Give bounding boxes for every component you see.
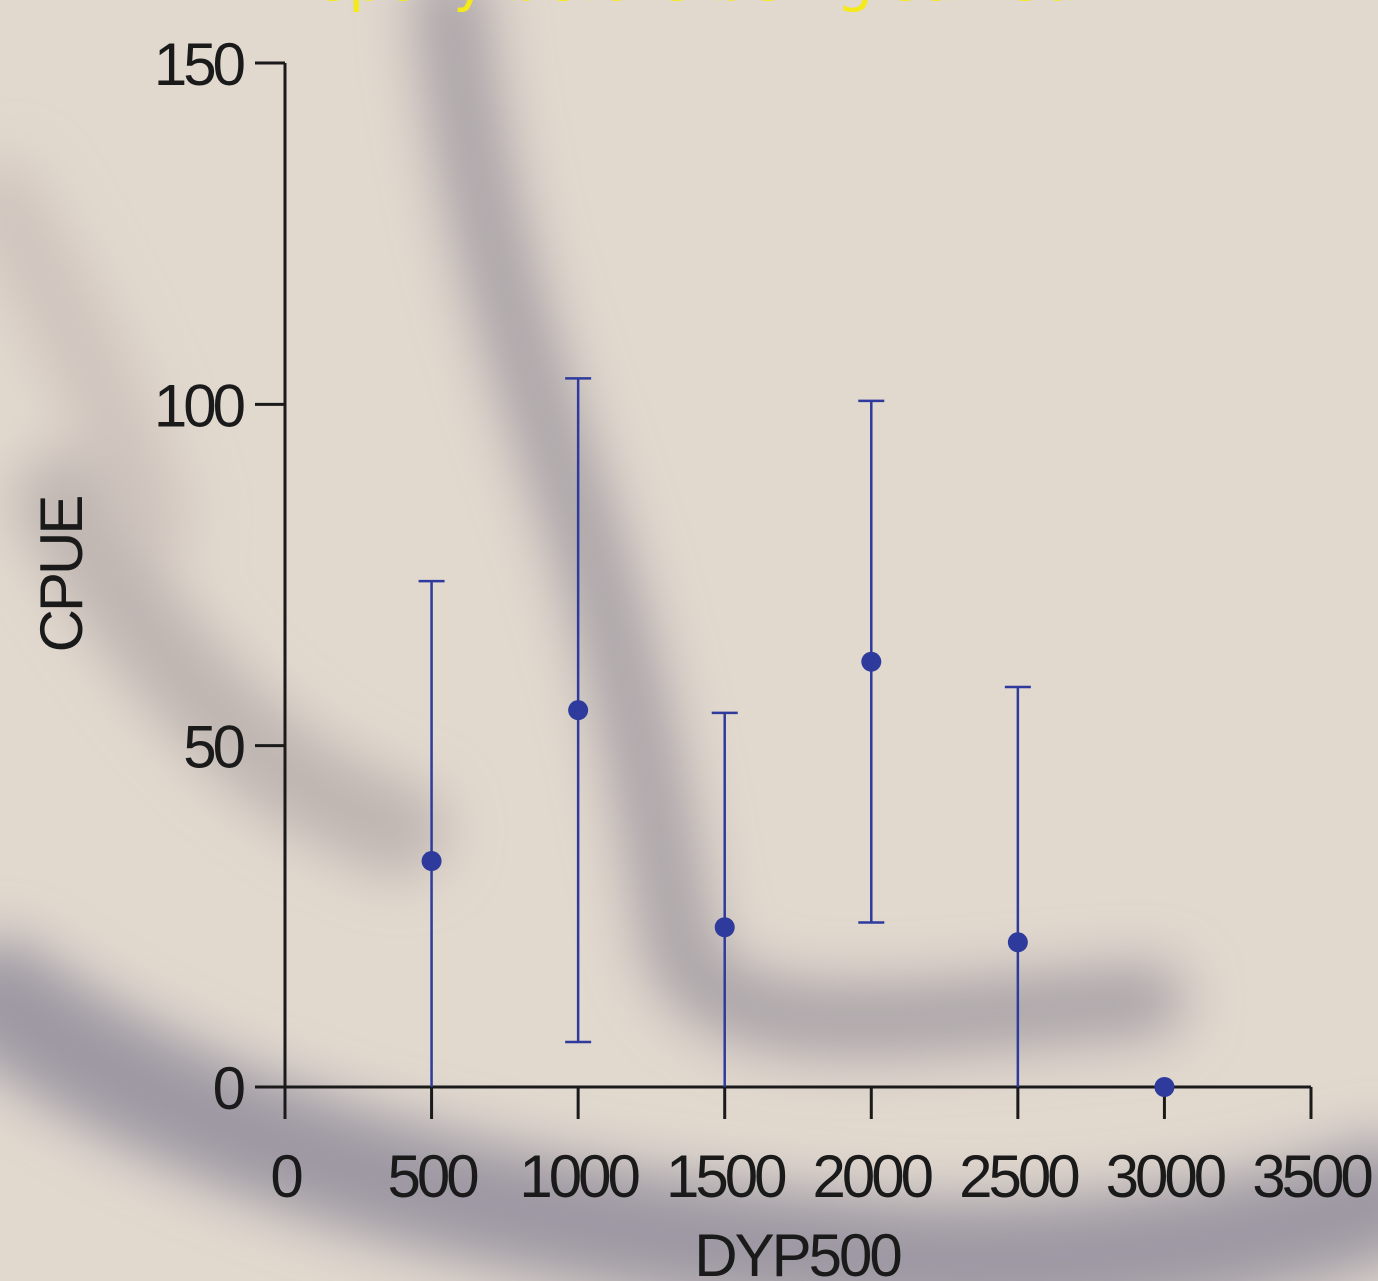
data-point [861,652,881,672]
y-axis-label: CPUE [28,497,95,653]
x-tick-label: 2500 [959,1143,1079,1210]
y-tick-label: 0 [213,1055,245,1122]
data-point [1008,932,1028,952]
data-point [1154,1077,1174,1097]
y-tick-label: 50 [183,714,244,781]
x-tick-label: 1000 [519,1143,639,1210]
data-point [422,851,442,871]
annotation: epoxy before being sawed [313,0,1078,14]
x-tick-label: 500 [388,1143,479,1210]
x-axis-label: DYP500 [694,1222,901,1281]
data-point [715,917,735,937]
x-tick-label: 0 [270,1143,302,1210]
y-tick-label: 150 [154,31,245,98]
y-tick-label: 100 [154,372,245,439]
x-tick-label: 1500 [666,1143,786,1210]
data-point [568,700,588,720]
x-tick-label: 3000 [1106,1143,1226,1210]
chart: epoxy before being sawed CPUE DYP500 0 50… [0,0,1378,1281]
x-tick-label: 3500 [1252,1143,1372,1210]
x-tick-label: 2000 [813,1143,933,1210]
